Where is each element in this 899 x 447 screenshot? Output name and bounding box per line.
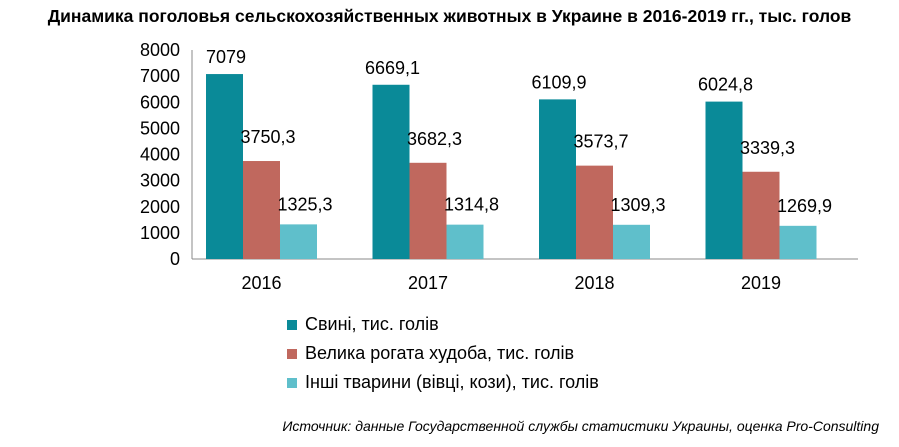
bar-1-2017 xyxy=(409,162,447,259)
data-label: 1309,3 xyxy=(610,195,665,215)
bar-2-2016 xyxy=(280,224,317,259)
data-label: 6024,8 xyxy=(698,75,753,95)
data-label: 1269,9 xyxy=(777,196,832,216)
y-axis-labels: 0 1000 2000 3000 4000 5000 6000 7000 8000 xyxy=(140,40,180,269)
legend-item-pigs: Свині, тис. голів xyxy=(287,310,599,339)
y-tick-label: 3000 xyxy=(140,171,180,191)
data-label: 6109,9 xyxy=(531,72,586,92)
legend-item-cattle: Велика рогата худоба, тис. голів xyxy=(287,339,599,368)
legend-item-other: Інші тварини (вівці, кози), тис. голів xyxy=(287,368,599,397)
bar-0-2016 xyxy=(206,74,243,259)
y-tick-label: 4000 xyxy=(140,145,180,165)
x-axis-labels: 2016 2017 2018 2019 xyxy=(241,273,781,293)
bar-0-2017 xyxy=(372,84,410,259)
data-label: 6669,1 xyxy=(365,58,420,78)
data-label: 1325,3 xyxy=(277,194,332,214)
bar-0-2019 xyxy=(705,101,743,259)
x-tick-label: 2016 xyxy=(241,273,281,293)
y-tick-label: 6000 xyxy=(140,92,180,112)
data-label: 1314,8 xyxy=(444,195,499,215)
y-tick-label: 8000 xyxy=(140,40,180,60)
legend-label-pigs: Свині, тис. голів xyxy=(305,314,439,334)
bar-1-2016 xyxy=(243,161,280,259)
x-tick-label: 2019 xyxy=(741,273,781,293)
bar-2-2019 xyxy=(779,225,817,259)
y-tick-label: 0 xyxy=(170,249,180,269)
y-tick-label: 7000 xyxy=(140,66,180,86)
data-label: 7079 xyxy=(206,47,246,67)
legend-swatch-cattle xyxy=(287,348,297,359)
data-label: 3750,3 xyxy=(240,127,295,147)
legend: Свині, тис. голів Велика рогата худоба, … xyxy=(287,310,599,397)
x-tick-label: 2018 xyxy=(574,273,614,293)
legend-label-cattle: Велика рогата худоба, тис. голів xyxy=(305,343,575,363)
y-tick-label: 1000 xyxy=(140,223,180,243)
chart-title: Динамика поголовья сельскохозяйственных … xyxy=(47,6,852,26)
value-labels: 7079 3750,3 1325,3 6669,1 3682,3 1314,8 6109,9… xyxy=(206,47,832,216)
x-tick-label: 2017 xyxy=(408,273,448,293)
legend-swatch-pigs xyxy=(287,319,297,330)
bar-2-2017 xyxy=(446,224,484,259)
bar-chart: 0 1000 2000 3000 4000 5000 6000 7000 8000 7079 37… xyxy=(140,40,858,293)
legend-swatch-other xyxy=(287,377,297,388)
data-label: 3682,3 xyxy=(407,129,462,149)
bar-0-2018 xyxy=(539,99,576,259)
bars xyxy=(206,74,817,259)
y-tick-label: 2000 xyxy=(140,197,180,217)
data-label: 3573,7 xyxy=(573,132,628,152)
data-label: 3339,3 xyxy=(740,138,795,158)
legend-label-other: Інші тварини (вівці, кози), тис. голів xyxy=(305,372,599,392)
y-tick-label: 5000 xyxy=(140,118,180,138)
source-note: Источник: данные Государственной службы … xyxy=(282,418,879,434)
bar-1-2018 xyxy=(576,165,613,259)
bar-1-2019 xyxy=(742,171,780,259)
bar-2-2018 xyxy=(613,224,650,259)
